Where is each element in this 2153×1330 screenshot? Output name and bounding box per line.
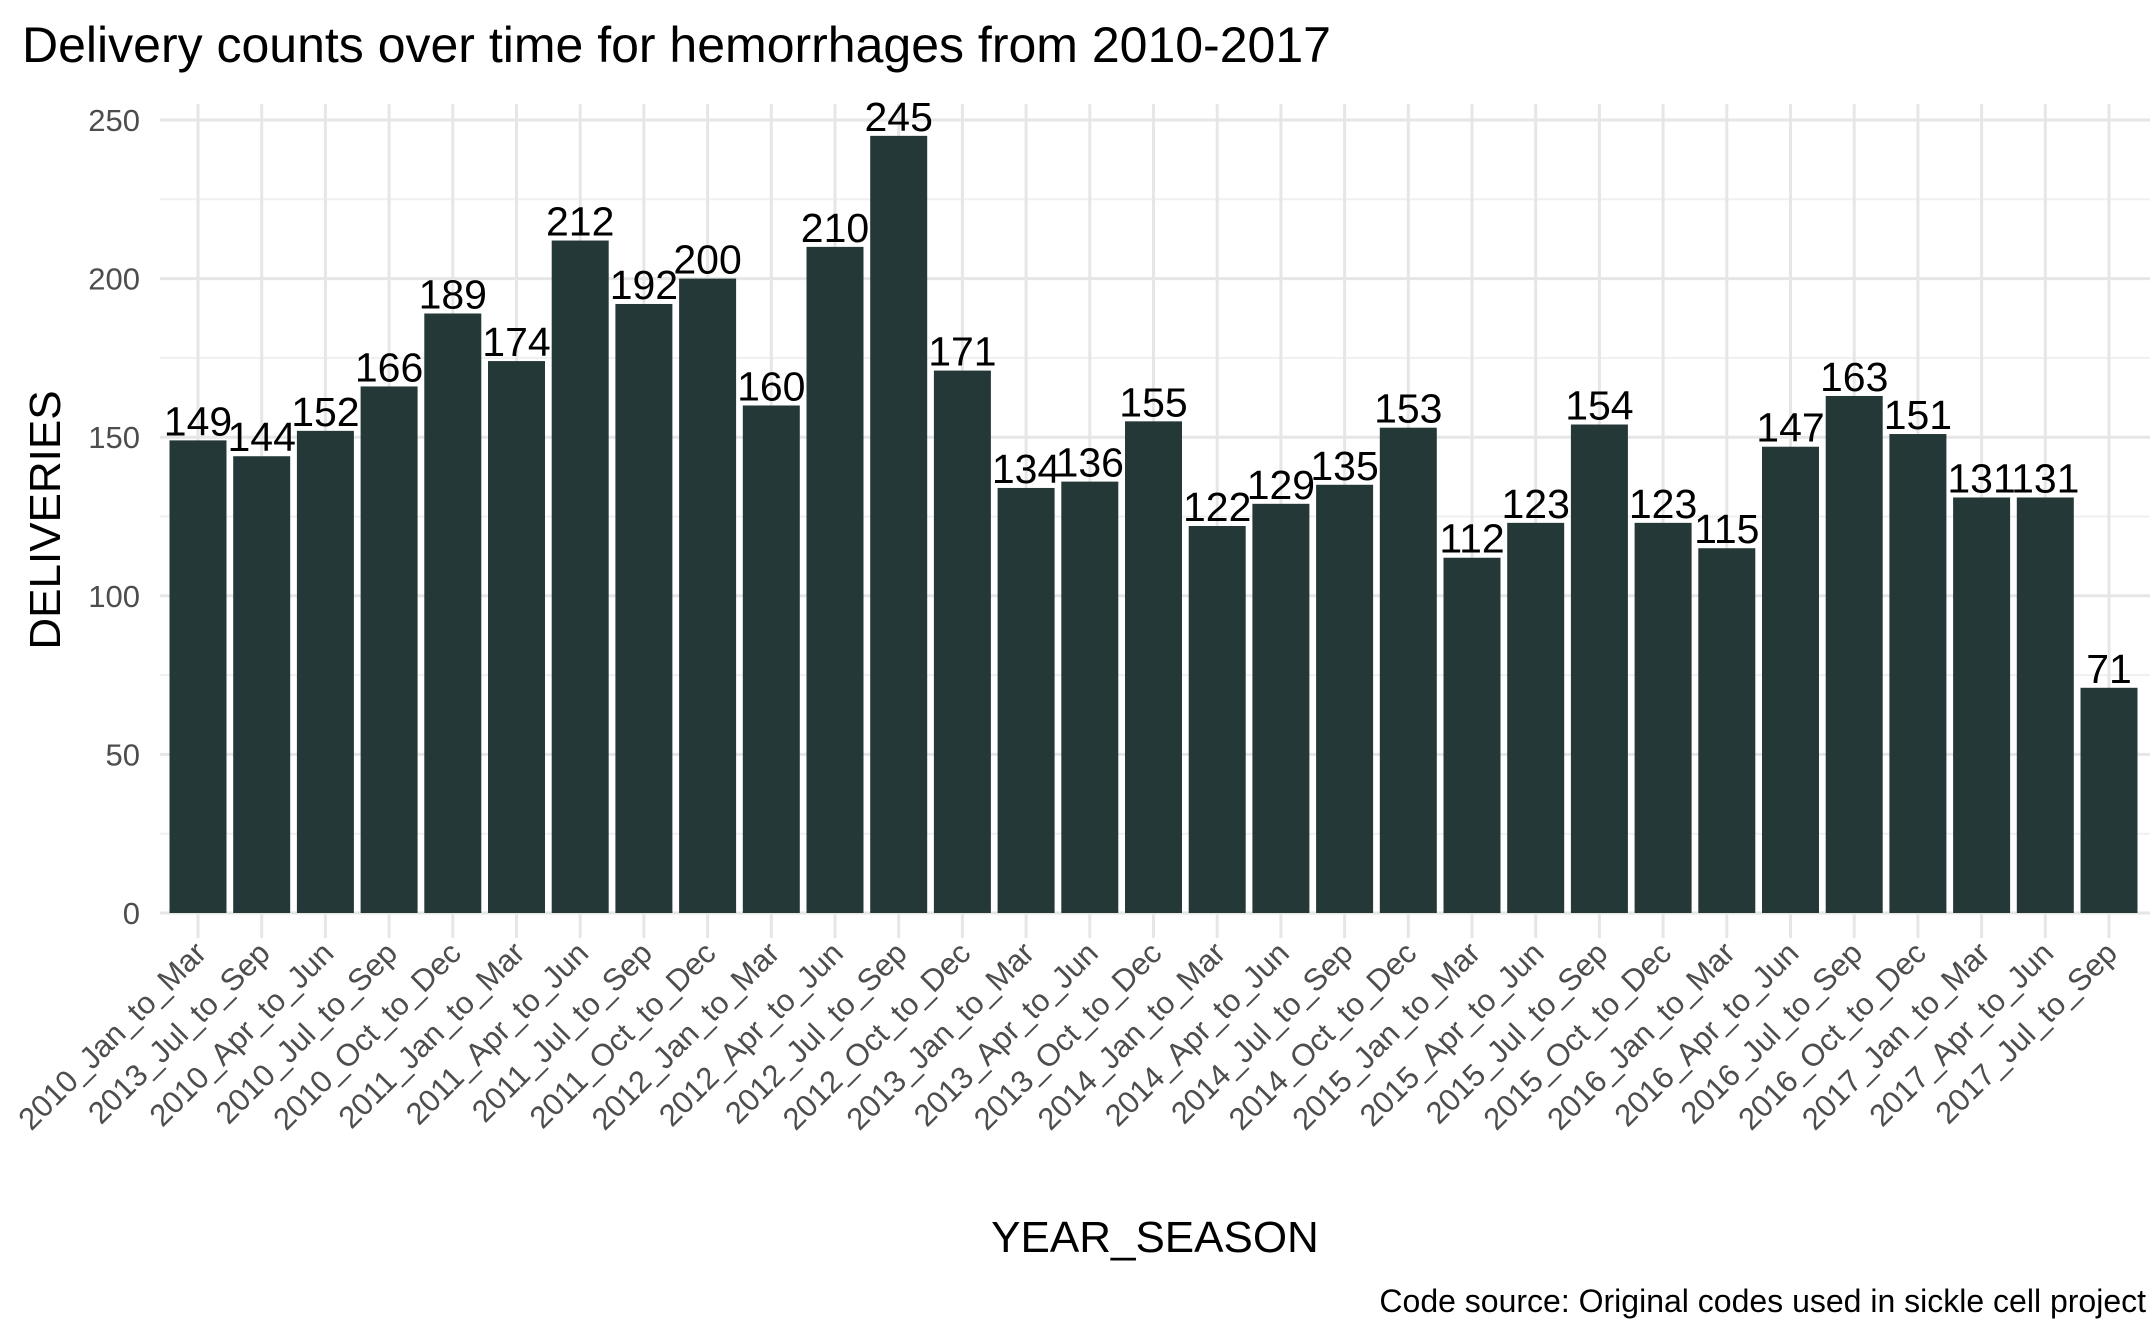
bar-value-label: 153 bbox=[1374, 386, 1442, 432]
bar bbox=[1252, 503, 1310, 913]
bar bbox=[933, 370, 991, 913]
bar bbox=[1762, 446, 1819, 913]
bar-value-label: 123 bbox=[1629, 481, 1697, 527]
bar bbox=[1889, 434, 1947, 913]
bar bbox=[1698, 548, 1756, 913]
bar-value-label: 212 bbox=[546, 199, 614, 245]
bar-value-label: 189 bbox=[419, 271, 487, 317]
bar-value-label: 200 bbox=[673, 237, 741, 283]
bar bbox=[1061, 481, 1119, 913]
bar-value-label: 131 bbox=[2011, 455, 2079, 501]
bar bbox=[2016, 497, 2074, 913]
bar bbox=[1125, 421, 1182, 913]
y-tick-label: 50 bbox=[106, 737, 140, 772]
bar bbox=[2080, 687, 2138, 913]
chart-caption: Code source: Original codes used in sick… bbox=[1379, 1283, 2146, 1319]
bar bbox=[488, 361, 545, 913]
chart-title: Delivery counts over time for hemorrhage… bbox=[22, 17, 1331, 73]
bar bbox=[806, 246, 864, 913]
bar bbox=[424, 313, 482, 913]
bar bbox=[296, 430, 354, 913]
bar-value-label: 136 bbox=[1056, 440, 1124, 486]
bar bbox=[1570, 424, 1628, 913]
x-axis-ticks: 2010_Jan_to_Mar2013_Jul_to_Sep2010_Apr_t… bbox=[11, 935, 2123, 1136]
bar-value-label: 174 bbox=[482, 319, 550, 365]
bar-value-label: 115 bbox=[1694, 506, 1759, 552]
bar-value-label: 192 bbox=[610, 262, 678, 308]
bar-value-label: 149 bbox=[164, 398, 232, 444]
bar bbox=[1443, 557, 1501, 913]
bar bbox=[615, 303, 673, 913]
bar bbox=[1188, 526, 1246, 913]
bar bbox=[1825, 395, 1883, 913]
bar bbox=[1316, 484, 1374, 913]
y-axis-title: DELIVERIES bbox=[21, 390, 70, 649]
bar-value-label: 163 bbox=[1820, 354, 1888, 400]
bar-value-label: 155 bbox=[1119, 379, 1187, 425]
bar bbox=[1953, 497, 2011, 913]
bar bbox=[1507, 522, 1565, 913]
bar bbox=[742, 405, 800, 913]
bar-value-label: 131 bbox=[1947, 455, 2015, 501]
bar-value-label: 151 bbox=[1884, 392, 1952, 438]
bar bbox=[1634, 522, 1692, 913]
bar-value-label: 210 bbox=[801, 205, 869, 251]
bar-value-label: 134 bbox=[992, 446, 1060, 492]
bar-value-label: 245 bbox=[864, 94, 932, 140]
bar bbox=[679, 278, 737, 914]
bar bbox=[870, 135, 928, 914]
bars bbox=[169, 135, 2138, 914]
bar-value-label: 112 bbox=[1439, 516, 1504, 562]
bar-value-label: 147 bbox=[1756, 405, 1824, 451]
bar bbox=[1379, 427, 1437, 913]
bar-value-label: 71 bbox=[2086, 646, 2132, 692]
bar-value-label: 160 bbox=[737, 363, 805, 409]
bar-value-label: 122 bbox=[1183, 484, 1251, 530]
bar-value-label: 135 bbox=[1310, 443, 1378, 489]
bar bbox=[997, 487, 1055, 913]
bar-value-label: 171 bbox=[928, 329, 996, 375]
bar-value-label: 129 bbox=[1247, 462, 1315, 508]
bar bbox=[169, 440, 227, 913]
bar bbox=[360, 386, 418, 913]
x-axis-title: YEAR_SEASON bbox=[991, 1213, 1319, 1262]
y-axis-ticks: 0 50 100 150 200 250 bbox=[88, 103, 140, 931]
bar bbox=[551, 240, 609, 913]
bar bbox=[233, 456, 291, 913]
y-tick-label: 250 bbox=[88, 103, 140, 138]
bar-value-label: 154 bbox=[1565, 383, 1633, 429]
bar-value-label: 166 bbox=[355, 344, 423, 390]
bar-value-label: 144 bbox=[227, 414, 295, 460]
y-tick-label: 0 bbox=[123, 896, 140, 931]
bar-value-label: 152 bbox=[291, 389, 359, 435]
y-tick-label: 200 bbox=[88, 262, 140, 297]
y-tick-label: 150 bbox=[88, 420, 140, 455]
y-tick-label: 100 bbox=[88, 579, 140, 614]
bar-value-label: 123 bbox=[1501, 481, 1569, 527]
